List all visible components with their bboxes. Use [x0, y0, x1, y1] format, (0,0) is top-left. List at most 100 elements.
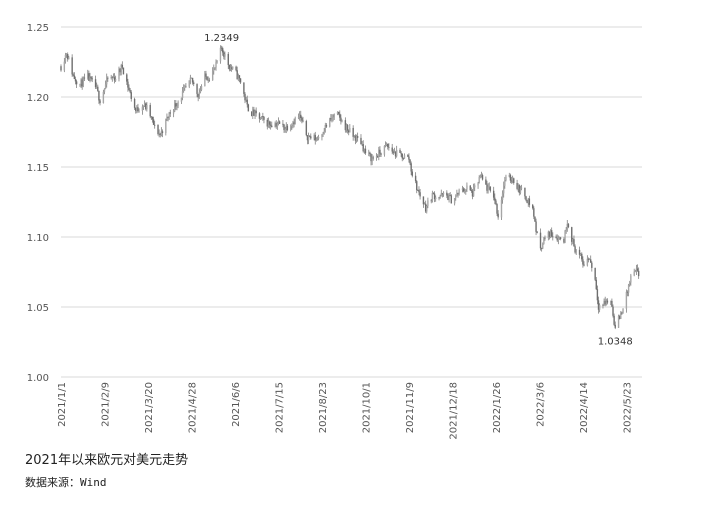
candle: [629, 280, 631, 287]
candle: [393, 147, 396, 154]
candle: [189, 74, 192, 85]
candle: [316, 136, 319, 141]
candle: [481, 173, 484, 181]
candle: [138, 108, 140, 113]
candle: [120, 63, 122, 76]
candle: [613, 313, 615, 326]
data-source: 数据来源：Wind: [25, 474, 107, 490]
candle: [160, 127, 163, 137]
candle: [345, 123, 348, 133]
candle: [361, 140, 363, 146]
candle: [190, 77, 193, 79]
candle: [488, 182, 490, 190]
candle: [427, 197, 429, 209]
candle: [301, 116, 303, 124]
y-tick-label: 1.15: [27, 163, 49, 174]
candle: [314, 131, 316, 145]
candle: [214, 67, 216, 70]
candle: [346, 124, 349, 134]
candle: [275, 120, 277, 129]
candle: [379, 146, 381, 157]
candle: [633, 268, 635, 277]
candle: [457, 192, 459, 198]
candle: [626, 290, 629, 297]
candle: [246, 95, 248, 108]
candle: [114, 75, 117, 82]
candle: [419, 188, 421, 200]
candle: [564, 229, 566, 244]
candle: [519, 185, 522, 195]
candle: [625, 289, 628, 313]
y-tick-labels: 1.25 1.20 1.15 1.10 1.05 1.00: [27, 23, 49, 384]
candle: [329, 117, 331, 128]
candle: [268, 120, 271, 129]
candle: [71, 54, 73, 77]
candle: [153, 120, 156, 129]
candle: [235, 65, 237, 72]
candle: [254, 109, 256, 120]
candle: [370, 153, 372, 166]
candle: [206, 76, 208, 81]
candle: [258, 112, 261, 123]
candle: [466, 182, 468, 193]
candle: [371, 154, 373, 166]
candle: [169, 109, 171, 118]
candle: [587, 257, 590, 263]
candle: [324, 122, 326, 133]
candle: [595, 277, 597, 290]
candle: [478, 175, 480, 184]
candle: [80, 78, 82, 89]
candle: [534, 216, 536, 223]
x-tick-label: 2021/4/28: [187, 382, 198, 433]
candle: [579, 252, 582, 256]
candle: [439, 194, 441, 199]
candle: [219, 45, 222, 64]
candle: [352, 125, 354, 141]
candle: [603, 298, 605, 306]
candle: [349, 124, 351, 133]
candle: [548, 231, 551, 240]
candle: [426, 204, 428, 214]
candle: [220, 45, 223, 52]
candle: [333, 113, 335, 120]
candle: [107, 76, 109, 82]
x-tick-label: 2022/3/6: [535, 382, 546, 427]
candle: [614, 321, 616, 330]
candle: [317, 134, 320, 141]
candle: [95, 82, 98, 89]
candle: [440, 189, 442, 197]
candle: [284, 126, 286, 133]
candle: [198, 88, 200, 99]
candle: [64, 52, 67, 64]
candle: [253, 106, 255, 116]
candle: [118, 66, 120, 82]
candle: [620, 311, 622, 319]
candle: [446, 190, 448, 199]
candle: [297, 113, 300, 120]
candle: [411, 169, 413, 178]
candle: [410, 161, 412, 176]
candle: [182, 84, 185, 93]
candle: [232, 66, 234, 71]
candle: [83, 73, 86, 81]
annotation-label: 1.2349: [204, 33, 239, 44]
y-tick-label: 1.25: [27, 23, 49, 34]
candle: [176, 102, 178, 111]
candle: [486, 180, 488, 194]
candle: [472, 183, 475, 197]
candle: [229, 63, 232, 72]
candle: [588, 258, 591, 261]
candle: [455, 194, 457, 201]
candle: [480, 171, 483, 178]
candle: [323, 127, 325, 135]
candle: [307, 132, 310, 145]
candle: [142, 105, 145, 111]
candle: [508, 172, 510, 178]
candle: [150, 116, 153, 120]
candle: [237, 73, 240, 82]
candle: [528, 195, 531, 208]
candle: [68, 55, 70, 60]
candle: [157, 124, 159, 136]
candle: [462, 187, 465, 193]
candle: [572, 237, 574, 245]
